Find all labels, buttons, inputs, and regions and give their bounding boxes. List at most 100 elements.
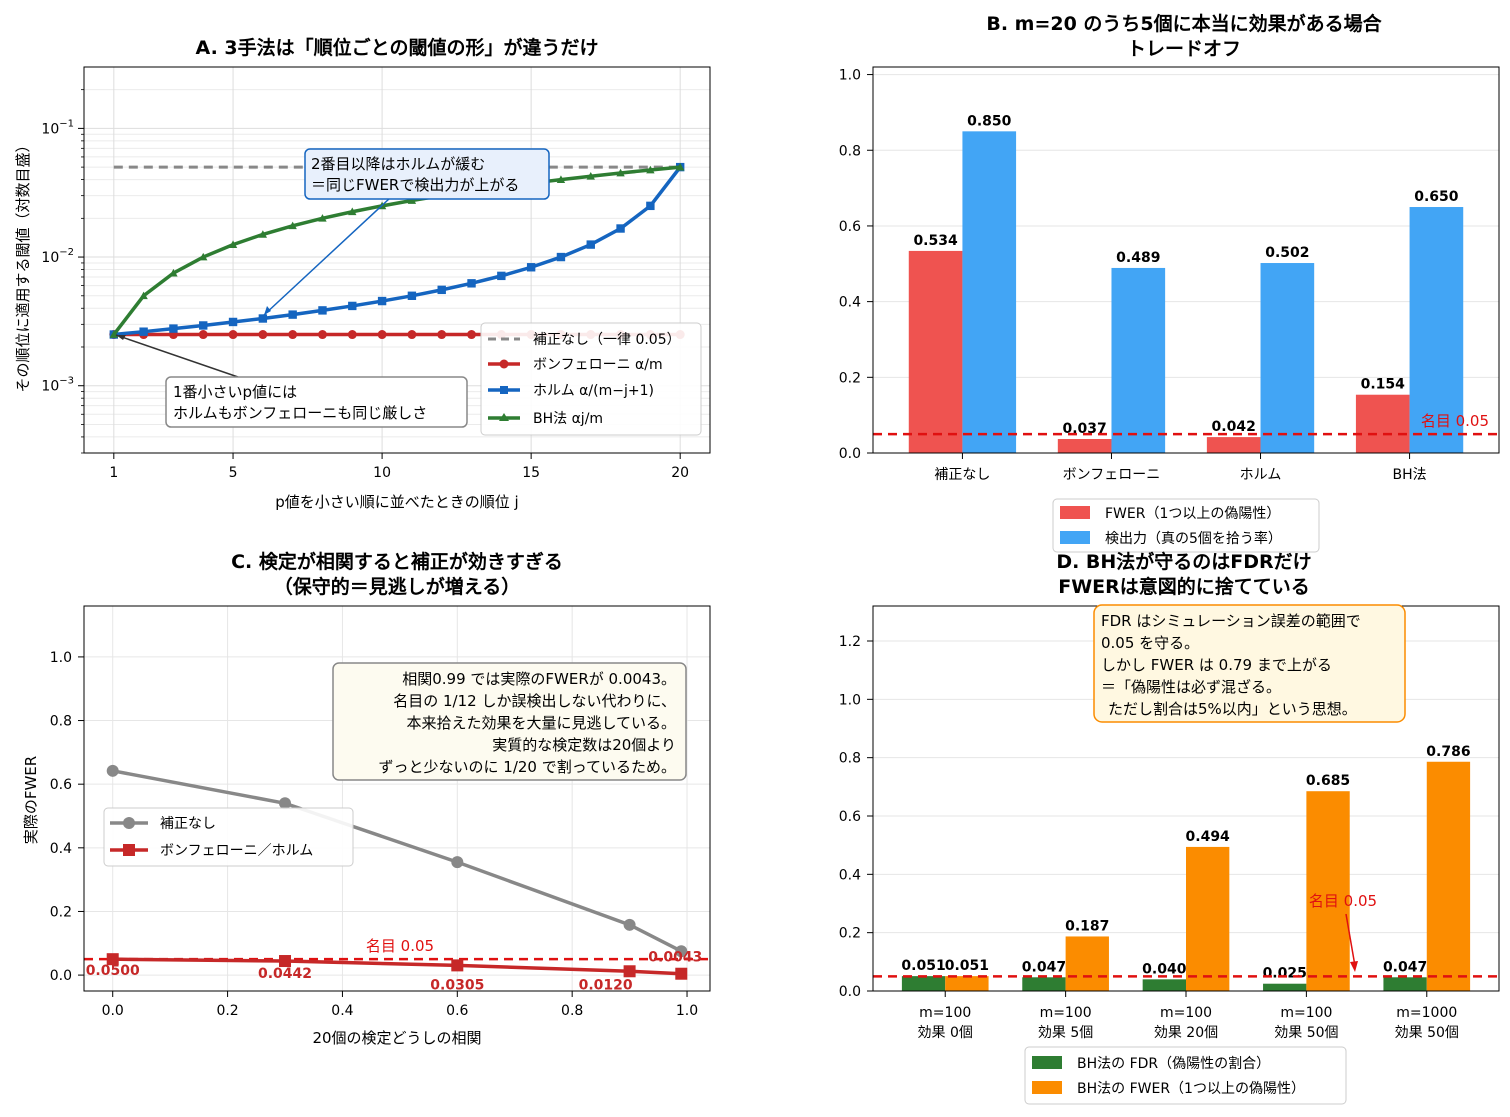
panel-a-annotation-arrowhead-1 xyxy=(264,306,271,315)
panel-d-x-tick-label: 効果 0個 xyxy=(918,1025,973,1041)
panel-c-x-tick-label: 0.4 xyxy=(331,1003,353,1019)
panel-b-x-tick-label: ボンフェローニ xyxy=(1063,467,1161,483)
panel-a-point-holm xyxy=(288,310,297,319)
panel-b-bar xyxy=(1057,438,1112,453)
panel-d-legend-label-fwer: BH法の FWER（1つ以上の偽陽性） xyxy=(1077,1081,1305,1097)
panel-c-y-tick-label: 1.0 xyxy=(50,650,72,666)
panel-c-legend-marker-bonferroni-holm xyxy=(123,844,135,856)
panel-a-x-tick-label: 20 xyxy=(671,465,689,481)
panel-a-annotation-box-1 xyxy=(304,148,550,200)
panel-c-x-tick-label: 1.0 xyxy=(676,1003,698,1019)
panel-a-point-holm xyxy=(616,224,625,233)
panel-c-title-line-2: （保守的＝見逃しが増える） xyxy=(274,575,520,598)
panel-d-bar xyxy=(1186,846,1230,991)
panel-a-line-holm xyxy=(113,166,682,337)
panel-d-legend-label-fdr: BH法の FDR（偽陽性の割合） xyxy=(1077,1055,1270,1072)
panel-b-bar xyxy=(1355,394,1410,453)
panel-b-legend-swatch-power xyxy=(1060,531,1090,544)
panel-c-nominal-label: 名目 0.05 xyxy=(366,937,434,955)
panel-d: D. BH法が守るのはFDRだけ FWERは意図的に捨てている 0.0 0.2 0.… xyxy=(839,550,1500,1105)
panel-a-legend-label-bh: BH法 αj/m xyxy=(533,411,603,427)
panel-b-title-line-2: トレードオフ xyxy=(1127,38,1241,60)
panel-d-title-line-2: FWERは意図的に捨てている xyxy=(1058,575,1310,598)
panel-c-line-bonferroni-holm xyxy=(112,957,682,976)
panel-a-point-bonferroni xyxy=(317,330,327,340)
panel-c-point-label: 0.0305 xyxy=(430,977,484,993)
panel-d-nominal-arrow xyxy=(1345,913,1356,967)
panel-b-bar-label: 0.502 xyxy=(1265,245,1309,261)
panel-a-legend-label-nocorrection: 補正なし（一律 0.05） xyxy=(533,332,681,348)
panel-a-point-holm xyxy=(348,301,357,311)
panel-b-bar xyxy=(962,131,1017,454)
panel-b-bar-label: 0.489 xyxy=(1116,250,1160,266)
panel-a-y-tick-label: 10−2 xyxy=(41,247,74,266)
panel-a-point-bonferroni xyxy=(228,330,238,340)
panel-a-annotation-box-2 xyxy=(165,376,468,428)
panel-b-y-tick-label: 0.8 xyxy=(839,143,861,159)
panel-a-point-bh xyxy=(288,221,297,230)
panel-b-legend-swatch-fwer xyxy=(1060,506,1090,519)
panel-b-legend-box xyxy=(1052,498,1320,553)
panel-a-point-holm xyxy=(139,327,148,336)
panel-a-point-bh xyxy=(348,207,357,216)
panel-a-ticks: 10−310−210−11 5 10 15 20 xyxy=(41,89,689,481)
panel-b-bar xyxy=(1111,267,1166,453)
panel-a-legend-label-bonferroni: ボンフェローニ α/m xyxy=(533,357,663,373)
panel-a-frame xyxy=(83,66,711,454)
panel-c-annotation: 相関0.99 では実際のFWERが 0.0043。 名目の 1/12 しか誤検出… xyxy=(332,662,687,781)
panel-a-point-bh xyxy=(407,196,417,204)
panel-c-legend: 補正なし ボンフェローニ／ホルム xyxy=(103,807,354,867)
panel-a-legend: 補正なし（一律 0.05） ボンフェローニ α/m ホルム α/(m−j+1) … xyxy=(480,322,702,436)
panel-d-bar-label: 0.047 xyxy=(1383,959,1427,975)
panel-a-y-tick-label: 10−3 xyxy=(41,376,74,395)
panel-a-point-holm xyxy=(526,263,536,272)
panel-a-point-holm xyxy=(377,296,387,306)
panel-d-bar xyxy=(1383,977,1427,991)
panel-c-legend-box xyxy=(103,807,354,867)
panel-c-point-nocorrection xyxy=(675,945,688,958)
panel-d-annotation-box xyxy=(1093,604,1406,723)
panel-c-annotation-line-5: ずっと少ないのに 1/20 で割っているため。 xyxy=(379,758,676,776)
panel-d-y-tick-label: 0.4 xyxy=(839,867,861,883)
panel-b-legend-label-fwer: FWER（1つ以上の偽陽性） xyxy=(1105,506,1280,522)
panel-b-bar-label: 0.042 xyxy=(1212,419,1256,435)
panel-d-legend-swatch-fwer xyxy=(1032,1081,1062,1094)
panel-a-point-bonferroni xyxy=(467,330,477,340)
panel-c-point-label: 0.0500 xyxy=(86,963,140,979)
panel-a-legend-marker-bh xyxy=(499,413,509,421)
panel-c-annotation-line-1: 相関0.99 では実際のFWERが 0.0043。 xyxy=(402,670,676,688)
panel-c-point-label: 0.0043 xyxy=(648,950,702,966)
panel-c-legend-marker-nocorrection xyxy=(123,817,135,829)
panel-c-annotation-line-2: 名目の 1/12 しか誤検出しない代わりに、 xyxy=(393,692,676,710)
panel-b-bar-label: 0.850 xyxy=(967,113,1012,129)
panel-d-x-tick-label: 効果 50個 xyxy=(1395,1025,1459,1041)
panel-b-x-tick-label: BH法 xyxy=(1393,467,1427,483)
panel-d-annotation-line-1: FDR はシミュレーション誤差の範囲で xyxy=(1101,612,1361,630)
panel-c-point-label: 0.0120 xyxy=(579,977,633,993)
panel-d-title-line-1: D. BH法が守るのはFDRだけ xyxy=(1056,550,1311,573)
panel-a-legend-marker-holm xyxy=(500,386,508,394)
panel-d-x-tick-label: m=100 xyxy=(1160,1005,1212,1021)
panel-a-point-bh xyxy=(139,291,148,300)
panel-d-legend: BH法の FDR（偽陽性の割合） BH法の FWER（1つ以上の偽陽性） xyxy=(1024,1046,1347,1105)
panel-a-annotation-2-line-1: 1番小さいp値には xyxy=(173,383,297,401)
panel-d-bar xyxy=(901,976,946,991)
panel-b-y-tick-label: 0.0 xyxy=(839,446,861,462)
panel-d-annotation-line-4: ＝「偽陽性は必ず混ざる。 xyxy=(1101,678,1281,696)
panel-a-point-holm xyxy=(497,271,506,281)
panel-a-point-bonferroni xyxy=(258,330,268,340)
panel-a-annotation-arrow-2 xyxy=(115,334,239,378)
panel-c-series: 名目 0.05 0.0500 0.0442 0.0305 0.0120 0.0043 xyxy=(84,764,710,993)
panel-c-x-tick-label: 0.8 xyxy=(561,1003,583,1019)
panel-c-y-tick-label: 0.8 xyxy=(50,714,72,730)
panel-d-y-tick-label: 0.8 xyxy=(839,751,861,767)
panel-a-point-holm xyxy=(586,240,595,249)
panel-d-y-tick-label: 0.2 xyxy=(839,926,861,942)
panel-c-legend-label-nocorrection: 補正なし xyxy=(160,816,216,832)
panel-b-bar xyxy=(1206,437,1261,453)
panel-c-point-nocorrection xyxy=(106,764,119,777)
panel-a-xlabel: p値を小さい順に並べたときの順位 j xyxy=(275,493,518,511)
panel-d-bar xyxy=(1065,936,1109,991)
panel-a-point-holm xyxy=(437,285,446,295)
panel-d-annotation-line-3: しかし FWER は 0.79 まで上がる xyxy=(1101,656,1332,674)
